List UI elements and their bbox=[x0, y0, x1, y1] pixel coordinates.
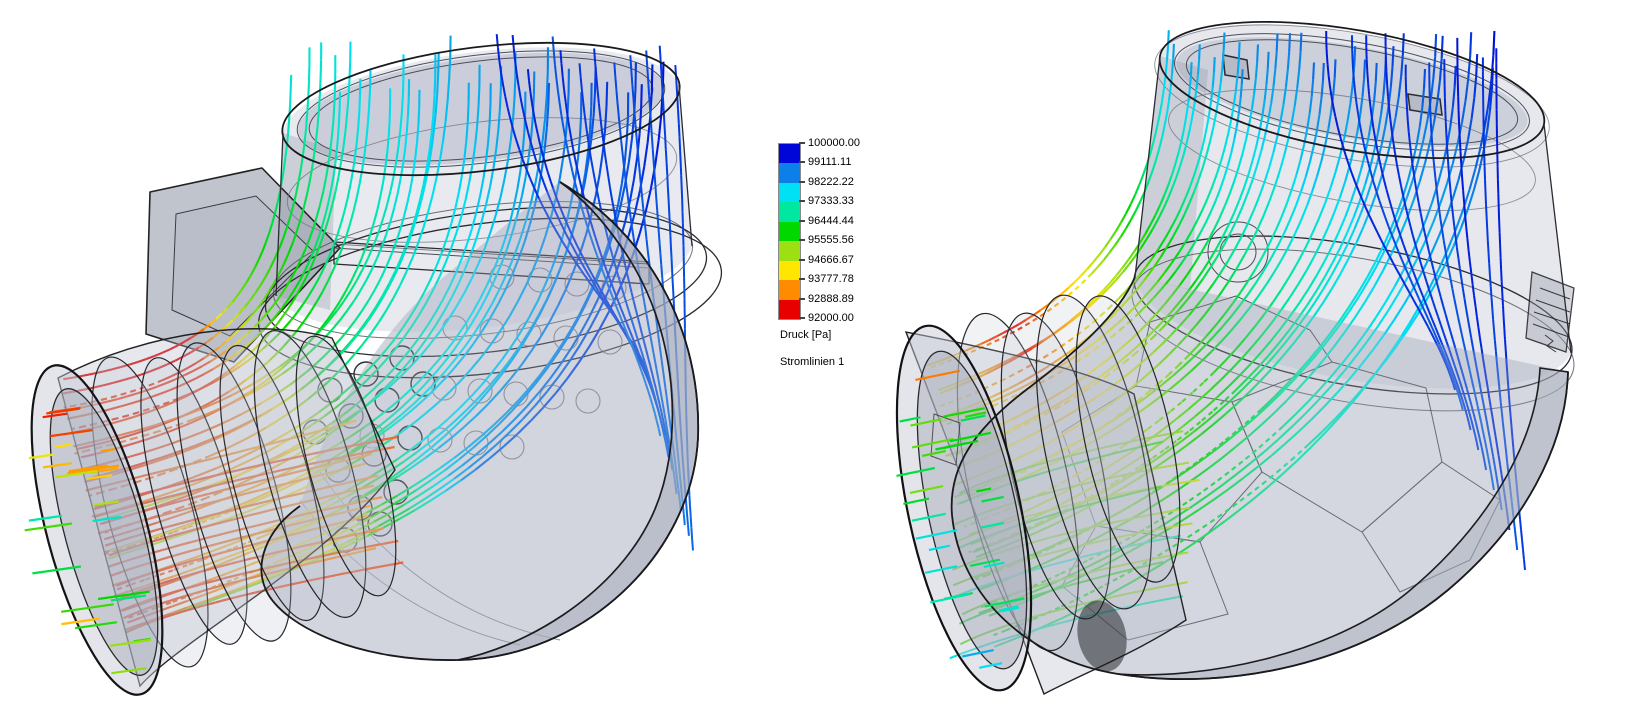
legend-color-band bbox=[779, 202, 800, 222]
inlet-duct-ribs bbox=[91, 330, 397, 668]
legend-color-band bbox=[779, 144, 800, 164]
housing-right-front bbox=[895, 20, 1572, 695]
legend-tick-mark bbox=[799, 200, 805, 203]
legend-tick-value: 99111.11 bbox=[808, 156, 852, 169]
legend-tick-mark bbox=[799, 258, 805, 261]
streamline-exit-stubs-left bbox=[24, 406, 152, 675]
body-silhouette-edge bbox=[260, 181, 700, 661]
legend-tick-mark bbox=[799, 239, 805, 242]
legend-color-band bbox=[779, 241, 800, 261]
legend-color-band bbox=[779, 280, 800, 300]
legend-color-band bbox=[779, 260, 800, 281]
side-bracket-detail bbox=[1525, 271, 1575, 353]
body-glass bbox=[951, 277, 1568, 680]
top-cylinder-wall bbox=[276, 47, 692, 332]
inlet-duct-wall bbox=[904, 331, 1187, 695]
legend-tick-value: 95555.56 bbox=[808, 234, 854, 247]
legend-tick-mark bbox=[799, 219, 805, 222]
streamlines-left bbox=[61, 34, 694, 634]
legend-tick-mark bbox=[799, 297, 805, 300]
streamline-view-left[interactable] bbox=[0, 0, 760, 709]
legend-colorbar bbox=[778, 143, 801, 320]
legend-tick-value: 93777.78 bbox=[808, 273, 854, 286]
streamline-view-right[interactable] bbox=[850, 0, 1650, 709]
mouth-latch-detail bbox=[930, 413, 961, 466]
inlet-mouth-outer bbox=[30, 364, 164, 696]
legend-unit-label: Druck [Pa] bbox=[780, 329, 832, 341]
legend-series-label: Stromlinien 1 bbox=[780, 356, 845, 368]
housing-left-back bbox=[145, 47, 699, 661]
legend-color-band bbox=[779, 182, 800, 203]
streamline-exit-stubs-right bbox=[896, 369, 1025, 669]
legend-tick-mark bbox=[799, 180, 805, 183]
body-bowl-glass bbox=[261, 182, 699, 661]
legend-color-band bbox=[779, 221, 800, 242]
legend-tick-value: 98222.22 bbox=[808, 175, 854, 188]
inlet-mouth-inner bbox=[49, 388, 159, 676]
legend-tick-mark bbox=[799, 161, 805, 164]
duct-dark-blob bbox=[1077, 600, 1127, 672]
inlet-mouth-inner bbox=[916, 350, 1028, 670]
boss-circle-outer bbox=[1207, 221, 1269, 283]
legend-tick-value: 96444.44 bbox=[808, 214, 854, 227]
pressure-legend: 100000.00 99111.11 98222.22 97333.33 96444.4… bbox=[778, 137, 898, 383]
legend-color-band bbox=[779, 299, 800, 319]
legend-tick-mark bbox=[799, 142, 805, 144]
legend-tick-value: 94666.67 bbox=[808, 253, 854, 266]
legend-tick-value: 92888.89 bbox=[808, 292, 854, 305]
legend-tick-value: 100000.00 bbox=[808, 137, 860, 149]
body-bowl-back bbox=[261, 182, 699, 661]
legend-color-band bbox=[779, 163, 800, 183]
legend-tick-mark bbox=[799, 317, 805, 319]
inlet-mouth-outer bbox=[895, 324, 1033, 692]
legend-tick-value: 97333.33 bbox=[808, 195, 854, 208]
legend-tick-mark bbox=[799, 278, 805, 281]
legend-tick-value: 92000.00 bbox=[808, 312, 854, 324]
